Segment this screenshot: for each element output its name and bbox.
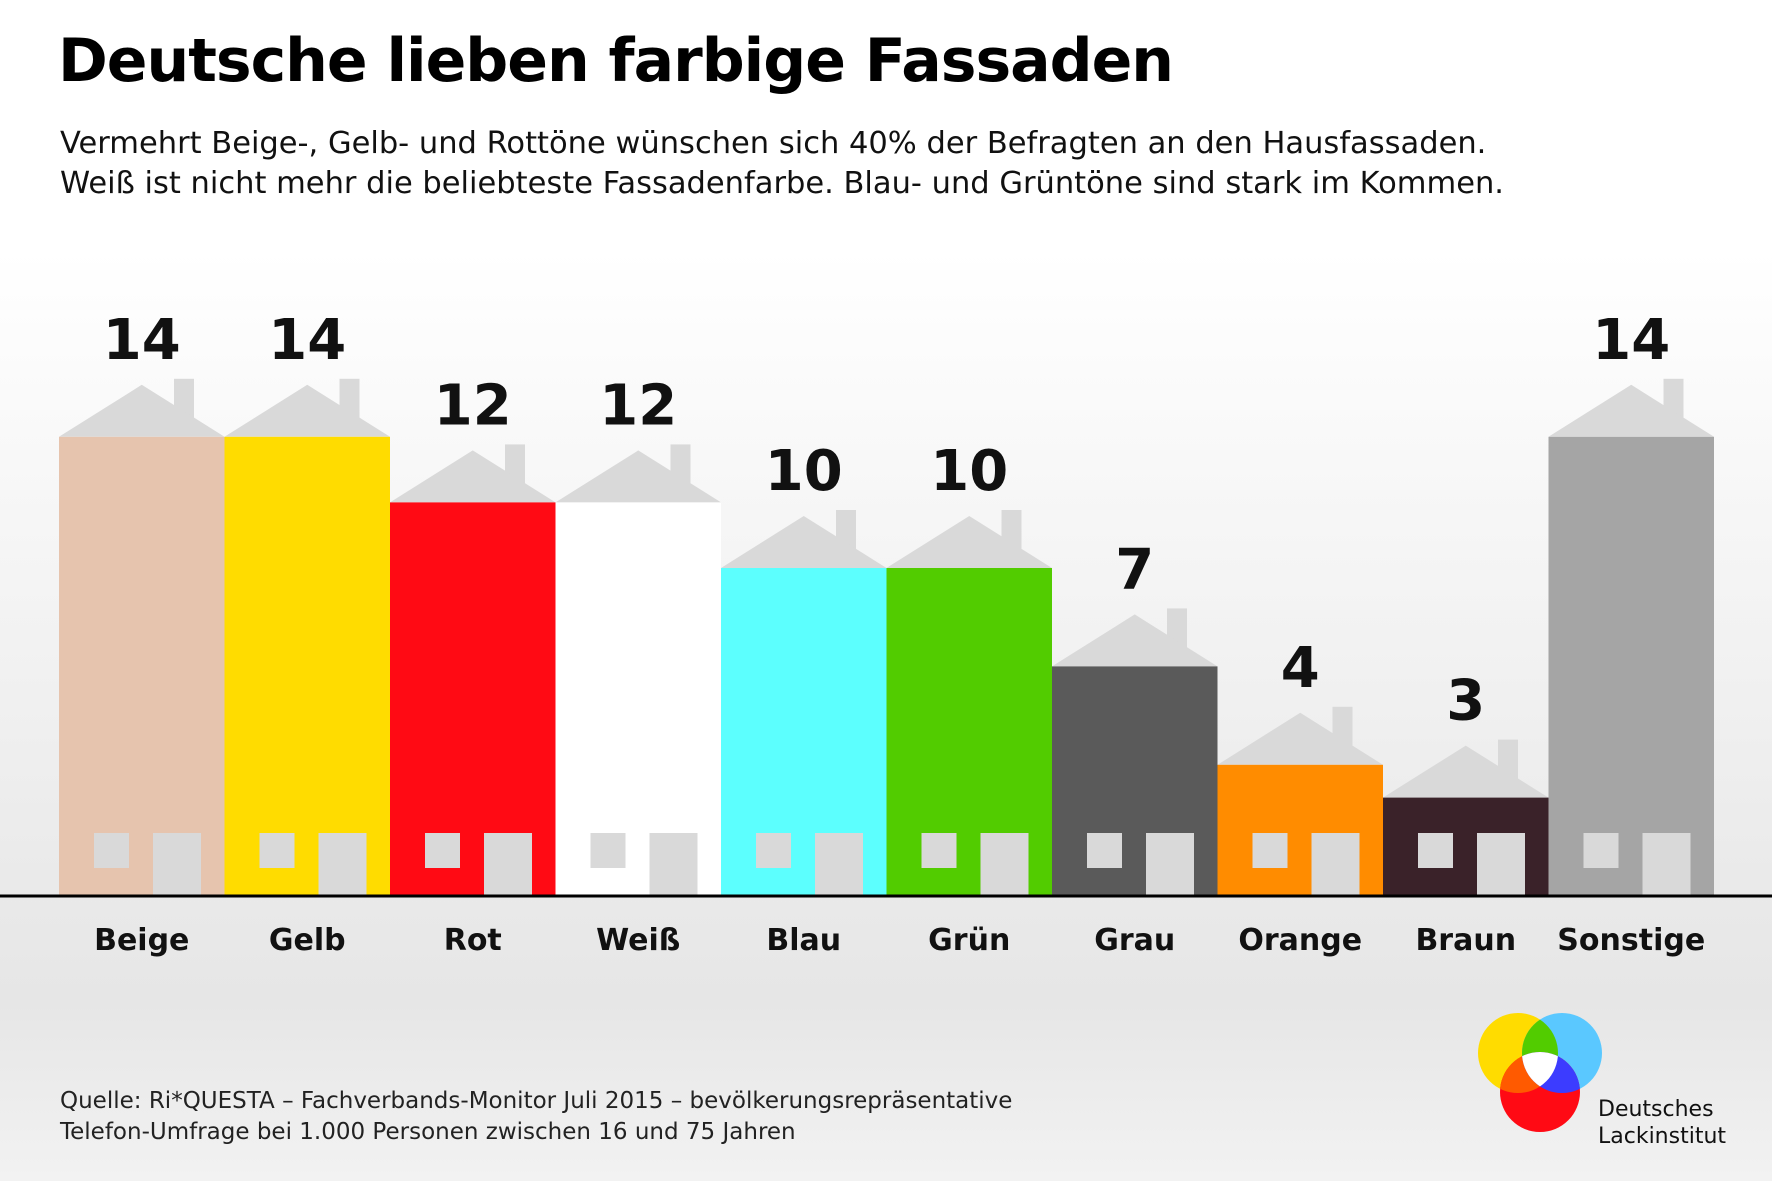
- house-gr-n: [886, 510, 1052, 896]
- house-beige: [59, 378, 225, 896]
- roof: [555, 450, 721, 503]
- door: [484, 833, 532, 896]
- bar: [1548, 436, 1714, 896]
- window: [921, 833, 957, 868]
- category-label-sonstige: Sonstige: [1557, 923, 1705, 958]
- door: [649, 833, 698, 896]
- roof: [1217, 712, 1383, 765]
- chart-title: Deutsche lieben farbige Fassaden: [58, 26, 1174, 96]
- category-label-gr-n: Grün: [928, 923, 1010, 958]
- bar: [555, 502, 721, 896]
- roof: [1052, 614, 1218, 667]
- door: [318, 833, 367, 896]
- house-braun: [1383, 739, 1549, 896]
- category-label-rot: Rot: [444, 923, 502, 958]
- category-label-beige: Beige: [94, 923, 189, 958]
- house-blau: [721, 510, 887, 896]
- value-label-braun: 3: [1446, 669, 1485, 734]
- roof: [1383, 745, 1549, 798]
- door: [1477, 833, 1525, 896]
- door: [815, 833, 863, 896]
- value-label-orange: 4: [1281, 636, 1320, 701]
- roof: [390, 450, 556, 503]
- window: [1583, 833, 1619, 868]
- category-label-orange: Orange: [1238, 923, 1362, 958]
- door: [1146, 833, 1194, 896]
- roof: [886, 516, 1052, 568]
- roof: [721, 516, 887, 568]
- window: [259, 833, 295, 868]
- category-label-gelb: Gelb: [269, 923, 346, 958]
- house-rot: [390, 444, 556, 896]
- window: [756, 833, 791, 868]
- value-label-sonstige: 14: [1592, 308, 1670, 373]
- bar: [390, 502, 556, 896]
- bar: [59, 436, 225, 896]
- category-label-braun: Braun: [1415, 923, 1516, 958]
- window: [425, 833, 460, 868]
- value-label-grau: 7: [1115, 537, 1154, 602]
- house-bar-chart: 14 Beige 14 Gelb 12 Rot 12 Weiß 10 Blau 10 Grün 7 Gra…: [0, 308, 1772, 958]
- category-label-blau: Blau: [766, 923, 841, 958]
- logo-line-1: Deutsches: [1598, 1097, 1714, 1122]
- source-note: Quelle: Ri*QUESTA – Fachverbands-Monitor…: [60, 1086, 1012, 1148]
- house-wei-: [555, 444, 721, 896]
- window: [94, 833, 129, 868]
- source-line-1: Quelle: Ri*QUESTA – Fachverbands-Monitor…: [60, 1088, 1013, 1114]
- category-label-grau: Grau: [1094, 923, 1175, 958]
- roof: [1548, 384, 1714, 437]
- window: [1087, 833, 1122, 868]
- window: [590, 833, 626, 868]
- category-label-wei-: Weiß: [596, 923, 680, 958]
- value-label-wei-: 12: [599, 373, 677, 438]
- window: [1252, 833, 1288, 868]
- roof: [224, 384, 390, 437]
- door: [153, 833, 201, 896]
- value-label-blau: 10: [765, 439, 843, 504]
- logo-line-2: Lackinstitut: [1598, 1124, 1727, 1149]
- window: [1418, 833, 1453, 868]
- subtitle-line-2: Weiß ist nicht mehr die beliebteste Fass…: [60, 166, 1504, 201]
- bar: [224, 436, 390, 896]
- house-sonstige: [1548, 378, 1714, 896]
- chart-subtitle: Vermehrt Beige-, Gelb- und Rottöne wünsc…: [60, 124, 1504, 204]
- logo-wordmark: Deutsches Lackinstitut: [1598, 1096, 1726, 1150]
- value-label-beige: 14: [103, 308, 181, 373]
- lackinstitut-logo-icon: [1478, 1013, 1602, 1132]
- door: [1311, 833, 1360, 896]
- value-label-gelb: 14: [268, 308, 346, 373]
- door: [980, 833, 1029, 896]
- house-gelb: [224, 378, 390, 896]
- door: [1642, 833, 1691, 896]
- house-grau: [1052, 608, 1218, 896]
- subtitle-line-1: Vermehrt Beige-, Gelb- und Rottöne wünsc…: [60, 126, 1487, 161]
- value-label-gr-n: 10: [930, 439, 1008, 504]
- house-orange: [1217, 706, 1383, 896]
- value-label-rot: 12: [434, 373, 512, 438]
- source-line-2: Telefon-Umfrage bei 1.000 Personen zwisc…: [60, 1119, 796, 1145]
- roof: [59, 384, 225, 437]
